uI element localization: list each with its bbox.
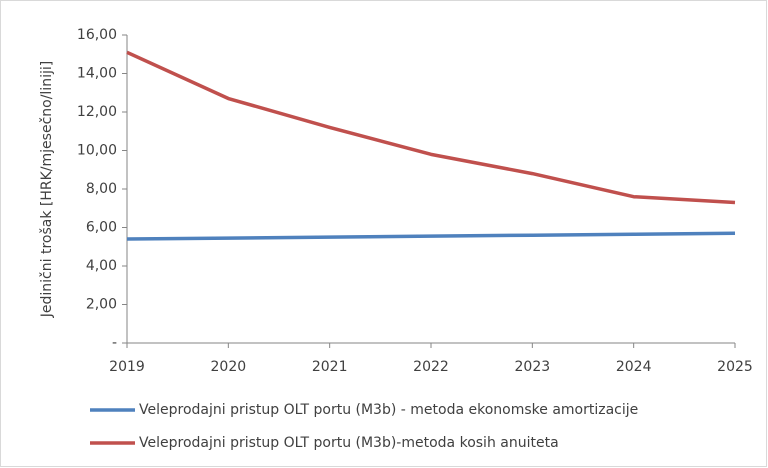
- y-tick-label: 12,00: [77, 104, 117, 120]
- x-tick-label: 2024: [616, 359, 652, 375]
- y-tick-label: 14,00: [77, 66, 117, 82]
- y-tick-label: 2,00: [86, 297, 117, 313]
- y-axis-label: Jedinični trošak [HRK/mjesečno/liniji]: [39, 61, 55, 318]
- x-tick-label: 2019: [109, 359, 145, 375]
- y-tick-label: 10,00: [77, 143, 117, 159]
- y-tick-label: 6,00: [86, 220, 117, 236]
- series-line: [126, 50, 736, 205]
- x-tick-label: 2023: [515, 359, 551, 375]
- x-tick-label: 2020: [211, 359, 247, 375]
- series-line: [126, 231, 736, 241]
- x-tick-label: 2025: [717, 359, 753, 375]
- legend-label: Veleprodajni pristup OLT portu (M3b)-met…: [139, 435, 559, 451]
- x-tick-label: 2021: [312, 359, 348, 375]
- y-tick-label: 8,00: [86, 181, 117, 197]
- y-tick-label: 16,00: [77, 27, 117, 43]
- x-tick-label: 2022: [413, 359, 449, 375]
- y-tick-label: 4,00: [86, 258, 117, 274]
- y-tick-label: -: [112, 335, 117, 351]
- legend-label: Veleprodajni pristup OLT portu (M3b) - m…: [139, 402, 638, 418]
